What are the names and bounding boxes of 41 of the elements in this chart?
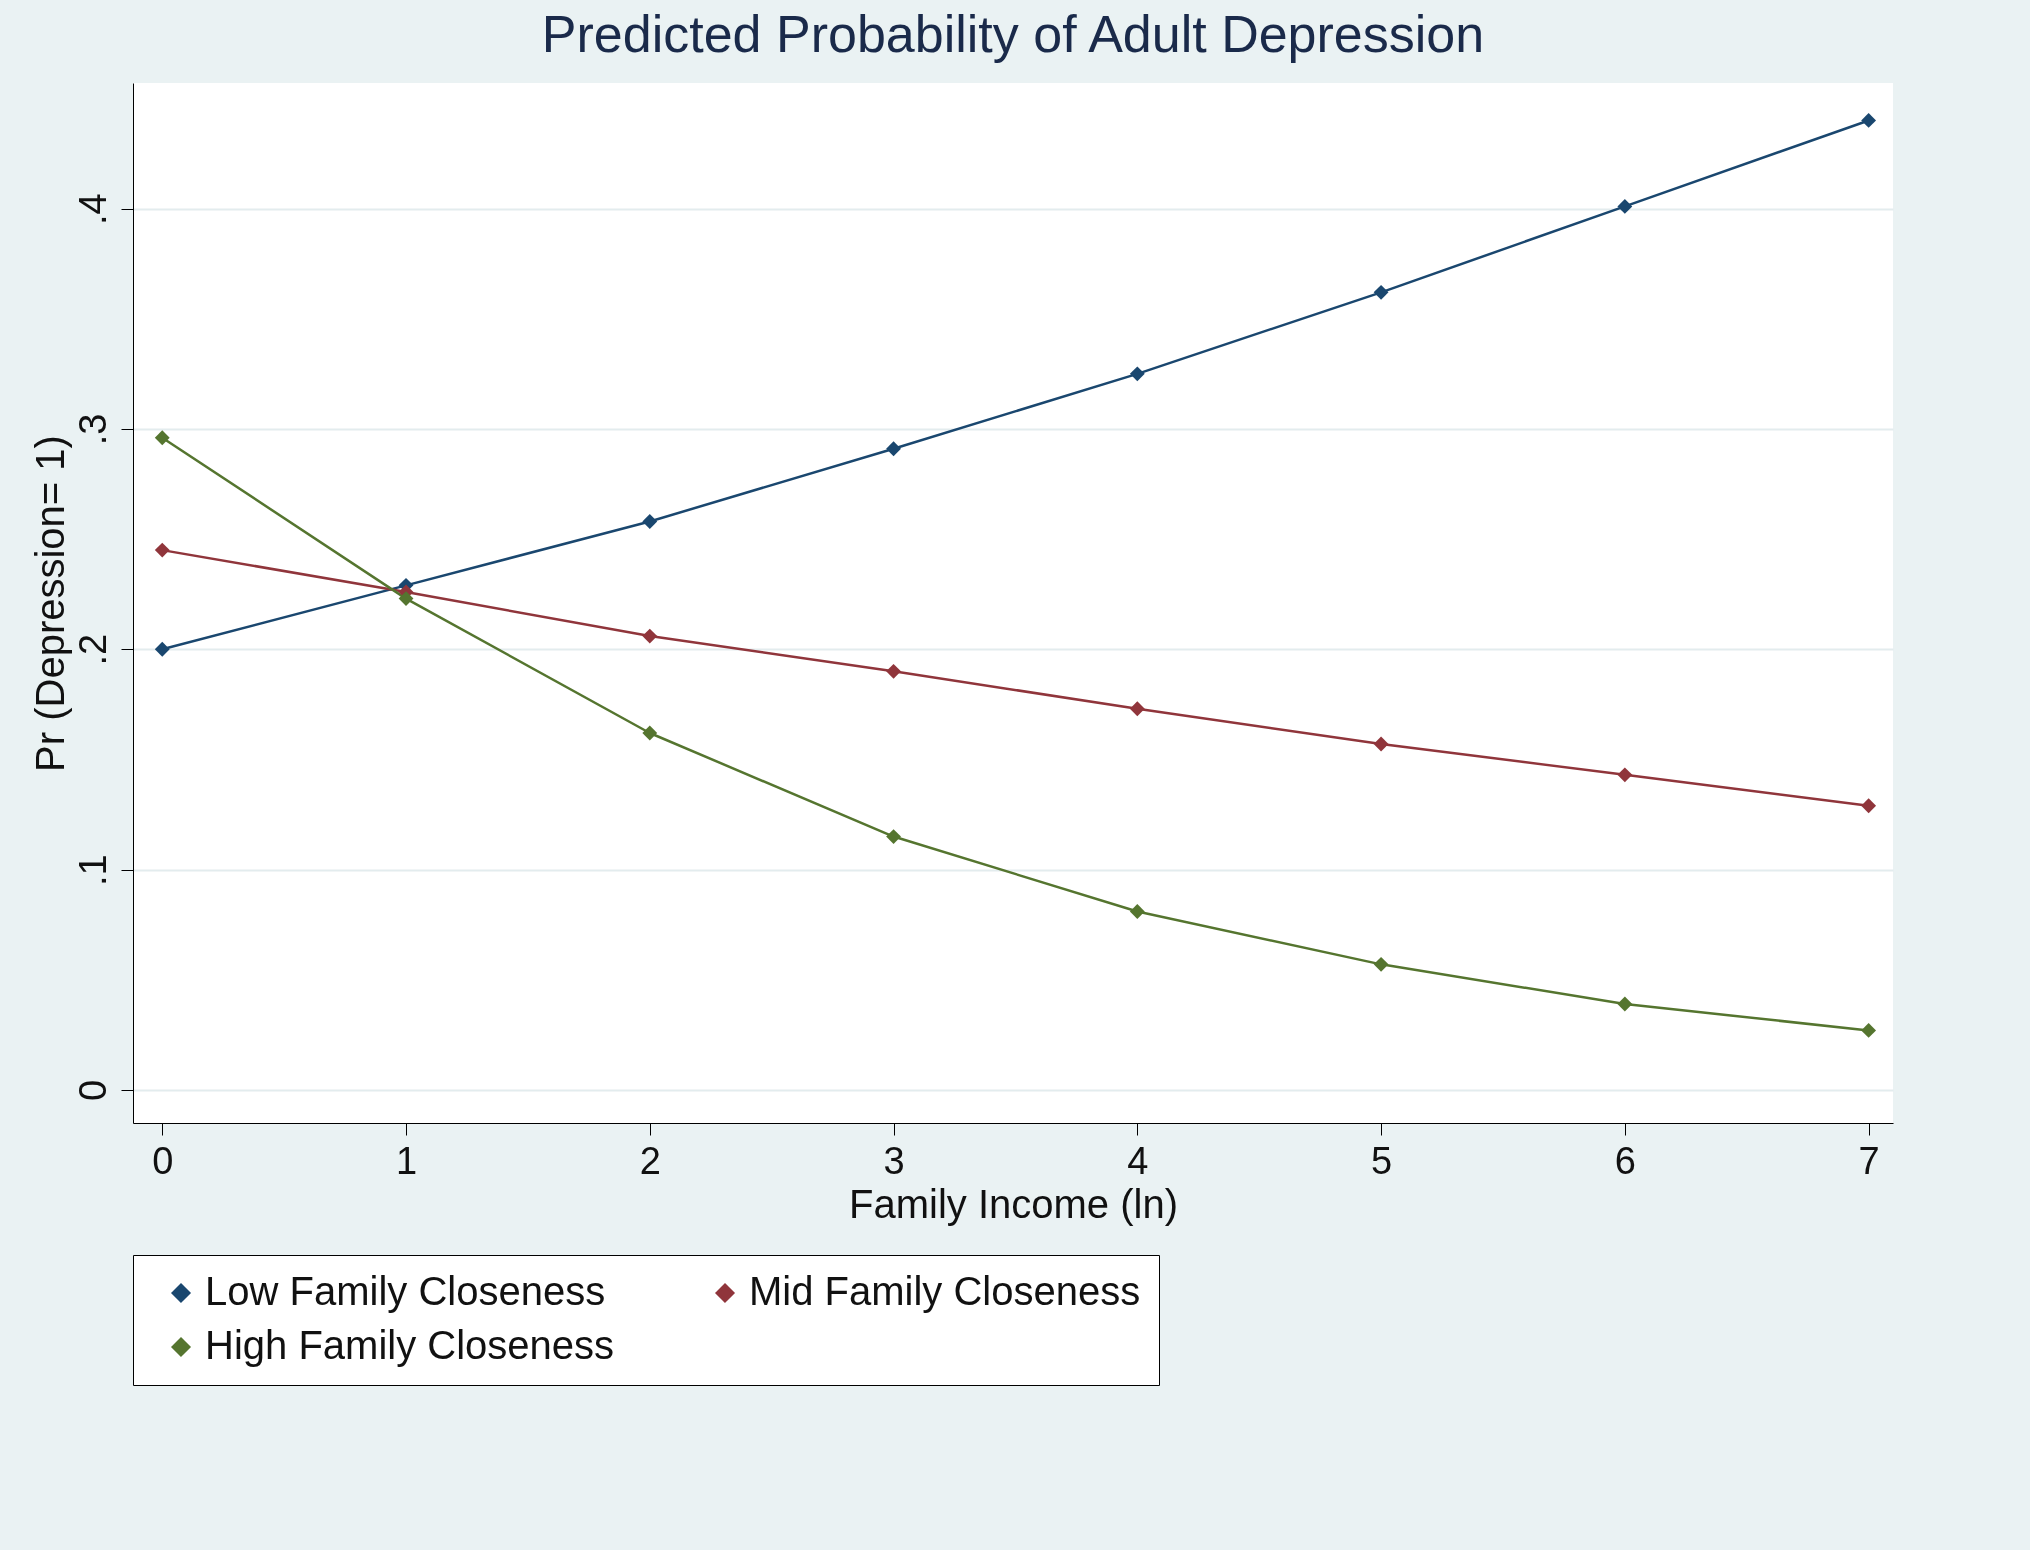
- x-tick-label: 1: [395, 1139, 418, 1182]
- point: [1617, 198, 1633, 214]
- y-axis-title: Pr (Depression= 1): [27, 435, 72, 772]
- x-tick-label: 5: [1371, 1139, 1393, 1182]
- chart-title: Predicted Probability of Adult Depression: [541, 5, 1485, 63]
- point: [1861, 798, 1877, 814]
- x-tick-label: 4: [1127, 1139, 1149, 1182]
- y-tick-label: .3: [71, 413, 114, 446]
- point: [1129, 904, 1145, 919]
- point: [154, 542, 170, 558]
- point: [1617, 996, 1633, 1012]
- point: [1129, 366, 1145, 382]
- point: [1861, 113, 1877, 128]
- x-axis-title: Family Income (ln): [849, 1181, 1178, 1226]
- x-tick-label: 0: [152, 1139, 174, 1182]
- x-tick-label: 6: [1614, 1139, 1636, 1182]
- point: [1373, 736, 1389, 752]
- point: [1373, 284, 1389, 300]
- y-tick-label: .2: [71, 633, 114, 666]
- point: [642, 725, 658, 741]
- point: [886, 441, 901, 457]
- point: [154, 430, 170, 446]
- point: [886, 829, 901, 844]
- y-tick-label: 0: [71, 1079, 114, 1102]
- point: [1373, 956, 1389, 972]
- point: [1861, 1023, 1877, 1038]
- y-tick-label: .1: [71, 854, 114, 886]
- legend-label: High Family Closeness: [205, 1323, 615, 1367]
- point: [642, 628, 658, 644]
- point: [1129, 701, 1145, 717]
- x-tick-label: 3: [883, 1139, 905, 1182]
- y-tick-label: .4: [71, 193, 114, 225]
- legend-label: Mid Family Closeness: [749, 1269, 1141, 1313]
- point: [1617, 767, 1633, 783]
- point: [642, 514, 658, 529]
- legend-label: Low Family Closeness: [205, 1269, 606, 1313]
- x-tick-label: 7: [1858, 1139, 1880, 1182]
- point: [398, 591, 414, 607]
- x-tick-label: 2: [639, 1139, 661, 1182]
- point: [886, 663, 901, 679]
- point: [154, 641, 170, 657]
